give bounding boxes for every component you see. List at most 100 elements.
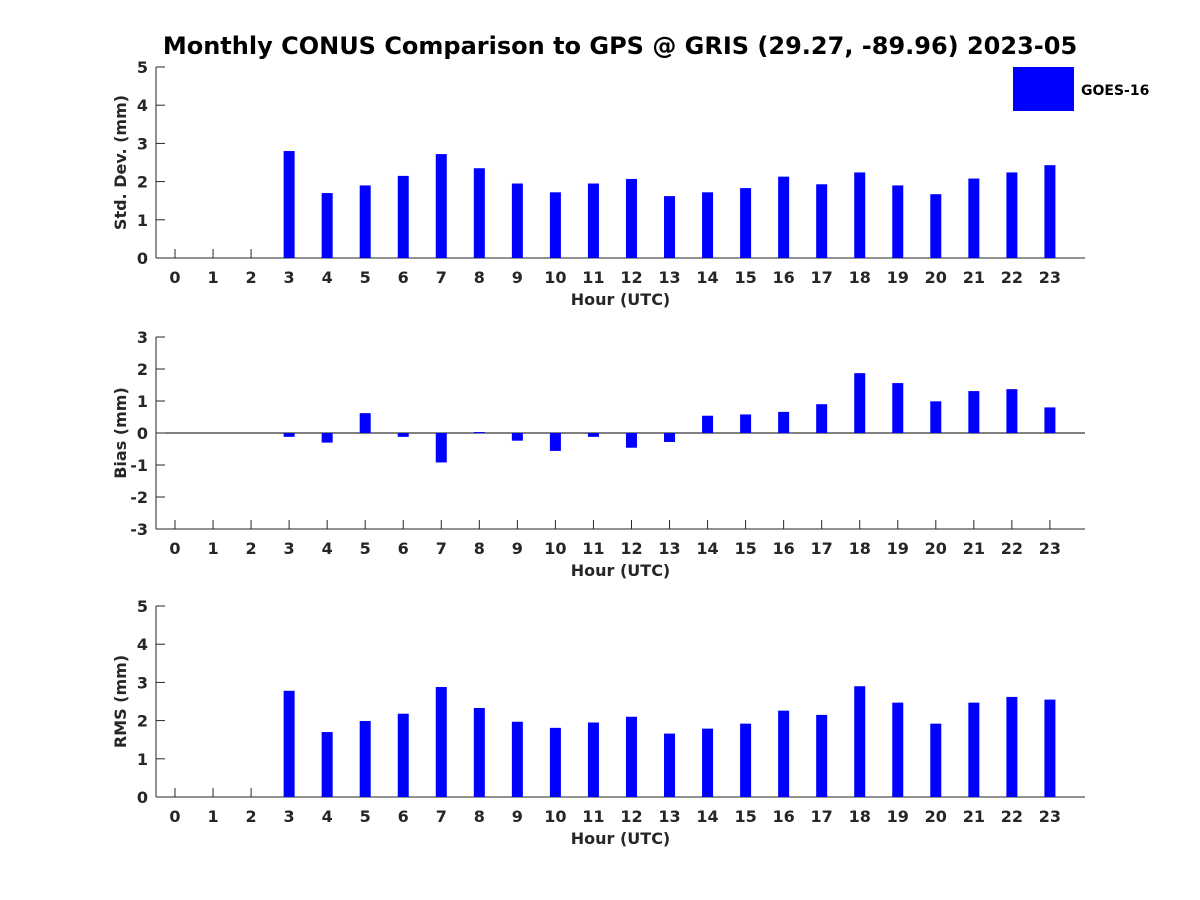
x-tick-label: 19 xyxy=(887,539,909,558)
bar xyxy=(435,433,447,463)
y-tick-label: 3 xyxy=(137,328,148,347)
x-axis-label: Hour (UTC) xyxy=(571,829,671,848)
bar xyxy=(283,690,295,797)
x-tick-label: 0 xyxy=(169,807,180,826)
y-tick-label: 2 xyxy=(137,360,148,379)
x-tick-label: 14 xyxy=(696,268,718,287)
bar xyxy=(664,433,676,442)
y-tick-label: 3 xyxy=(137,134,148,153)
bar xyxy=(359,413,371,433)
bar xyxy=(321,433,333,443)
x-axis-label: Hour (UTC) xyxy=(571,290,671,309)
x-tick-label: 16 xyxy=(773,807,795,826)
x-tick-label: 17 xyxy=(811,268,833,287)
bar xyxy=(930,401,942,433)
bar xyxy=(321,193,333,258)
bar xyxy=(435,686,447,797)
bar xyxy=(549,192,561,258)
x-tick-label: 6 xyxy=(398,807,409,826)
x-tick-label: 18 xyxy=(849,539,871,558)
x-tick-label: 16 xyxy=(773,539,795,558)
bar xyxy=(892,702,904,797)
x-tick-label: 6 xyxy=(398,268,409,287)
bar xyxy=(549,433,561,451)
bar xyxy=(511,183,523,258)
x-tick-label: 13 xyxy=(658,539,680,558)
x-tick-label: 13 xyxy=(658,268,680,287)
bar xyxy=(930,194,942,258)
bar xyxy=(359,185,371,258)
x-tick-label: 22 xyxy=(1001,268,1023,287)
bar xyxy=(968,391,980,433)
y-tick-label: 0 xyxy=(137,424,148,443)
x-tick-label: 5 xyxy=(360,539,371,558)
x-tick-label: 14 xyxy=(696,539,718,558)
bar xyxy=(778,710,790,797)
y-tick-label: 0 xyxy=(137,788,148,807)
bar xyxy=(625,178,637,258)
bar xyxy=(473,432,485,434)
bar xyxy=(321,732,333,797)
bar xyxy=(549,727,561,797)
bar xyxy=(778,176,790,258)
x-tick-label: 2 xyxy=(246,268,257,287)
bar xyxy=(1044,699,1056,797)
bar xyxy=(816,404,828,433)
x-tick-label: 9 xyxy=(512,539,523,558)
x-tick-label: 15 xyxy=(734,539,756,558)
x-tick-label: 13 xyxy=(658,807,680,826)
bar xyxy=(397,433,409,437)
bar xyxy=(473,707,485,797)
x-tick-label: 1 xyxy=(207,539,218,558)
bar xyxy=(283,151,295,258)
x-tick-label: 8 xyxy=(474,539,485,558)
x-tick-label: 2 xyxy=(246,539,257,558)
bar xyxy=(625,433,637,448)
x-tick-label: 18 xyxy=(849,807,871,826)
bar xyxy=(702,192,714,258)
y-tick-label: -1 xyxy=(130,456,148,475)
x-tick-label: 10 xyxy=(544,539,566,558)
x-tick-label: 10 xyxy=(544,268,566,287)
bar xyxy=(283,433,295,437)
x-tick-label: 1 xyxy=(207,807,218,826)
bar xyxy=(892,383,904,433)
y-tick-label: 1 xyxy=(137,392,148,411)
bar xyxy=(816,184,828,258)
x-tick-label: 11 xyxy=(582,807,604,826)
x-tick-label: 7 xyxy=(436,539,447,558)
bar xyxy=(854,172,866,258)
bar xyxy=(702,415,714,433)
x-tick-label: 23 xyxy=(1039,539,1061,558)
x-tick-label: 20 xyxy=(925,268,947,287)
bar xyxy=(740,188,752,258)
x-tick-label: 17 xyxy=(811,807,833,826)
y-tick-label: 4 xyxy=(137,635,148,654)
y-tick-label: -3 xyxy=(130,520,148,539)
x-tick-label: 15 xyxy=(734,807,756,826)
bar xyxy=(664,196,676,258)
x-tick-label: 14 xyxy=(696,807,718,826)
x-tick-label: 8 xyxy=(474,268,485,287)
bar xyxy=(587,183,599,258)
x-tick-label: 20 xyxy=(925,539,947,558)
x-tick-label: 9 xyxy=(512,268,523,287)
y-tick-label: 1 xyxy=(137,211,148,230)
x-tick-label: 7 xyxy=(436,807,447,826)
legend-label: GOES-16 xyxy=(1081,83,1149,99)
x-tick-label: 12 xyxy=(620,539,642,558)
x-tick-label: 12 xyxy=(620,268,642,287)
bar xyxy=(397,713,409,797)
x-tick-label: 2 xyxy=(246,807,257,826)
y-tick-label: 3 xyxy=(137,673,148,692)
bar xyxy=(511,433,523,441)
x-axis-label: Hour (UTC) xyxy=(571,561,671,580)
bar xyxy=(892,185,904,258)
y-tick-label: 1 xyxy=(137,750,148,769)
x-tick-label: 5 xyxy=(360,268,371,287)
x-tick-label: 9 xyxy=(512,807,523,826)
bar xyxy=(778,411,790,433)
